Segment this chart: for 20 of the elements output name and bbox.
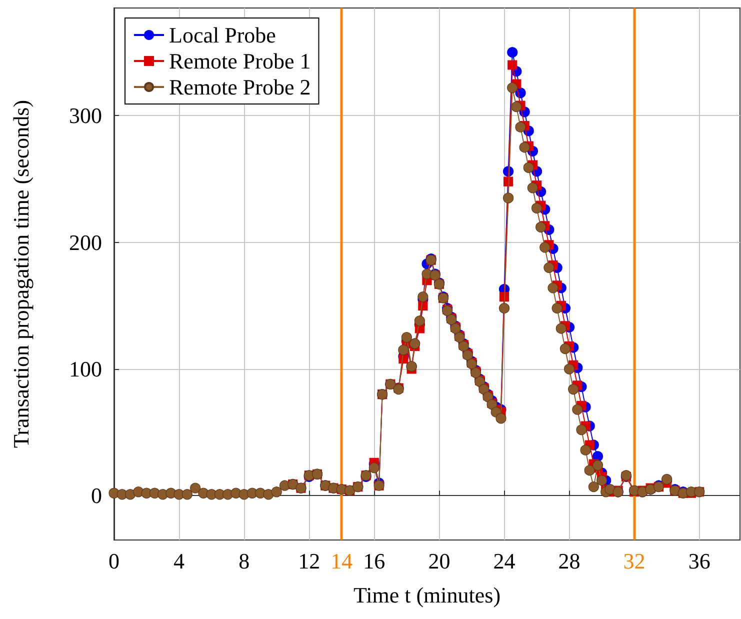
- y-tick-label: 200: [69, 230, 102, 255]
- legend-label: Remote Probe 1: [169, 48, 311, 74]
- y-tick-label: 0: [91, 483, 102, 508]
- x-tick-label: 12: [298, 548, 320, 574]
- x-tick-label: 0: [108, 548, 120, 574]
- ref-line-label: 32: [623, 548, 646, 574]
- x-tick-label: 24: [493, 548, 516, 574]
- x-tick-label: 20: [428, 548, 450, 574]
- x-axis-title: Time t (minutes): [353, 582, 501, 608]
- ref-line-label: 14: [330, 548, 353, 574]
- x-tick-label: 28: [558, 548, 580, 574]
- legend-label: Remote Probe 2: [169, 74, 311, 100]
- y-axis-title: Transaction propagation time (seconds): [8, 100, 34, 448]
- x-tick-label: 8: [238, 548, 250, 574]
- x-tick-label: 36: [688, 548, 710, 574]
- y-tick-label: 100: [69, 356, 102, 382]
- legend-label: Local Probe: [169, 22, 276, 48]
- x-tick-label: 4: [174, 548, 185, 574]
- y-tick-label: 300: [69, 103, 102, 128]
- x-tick-label: 16: [363, 548, 386, 574]
